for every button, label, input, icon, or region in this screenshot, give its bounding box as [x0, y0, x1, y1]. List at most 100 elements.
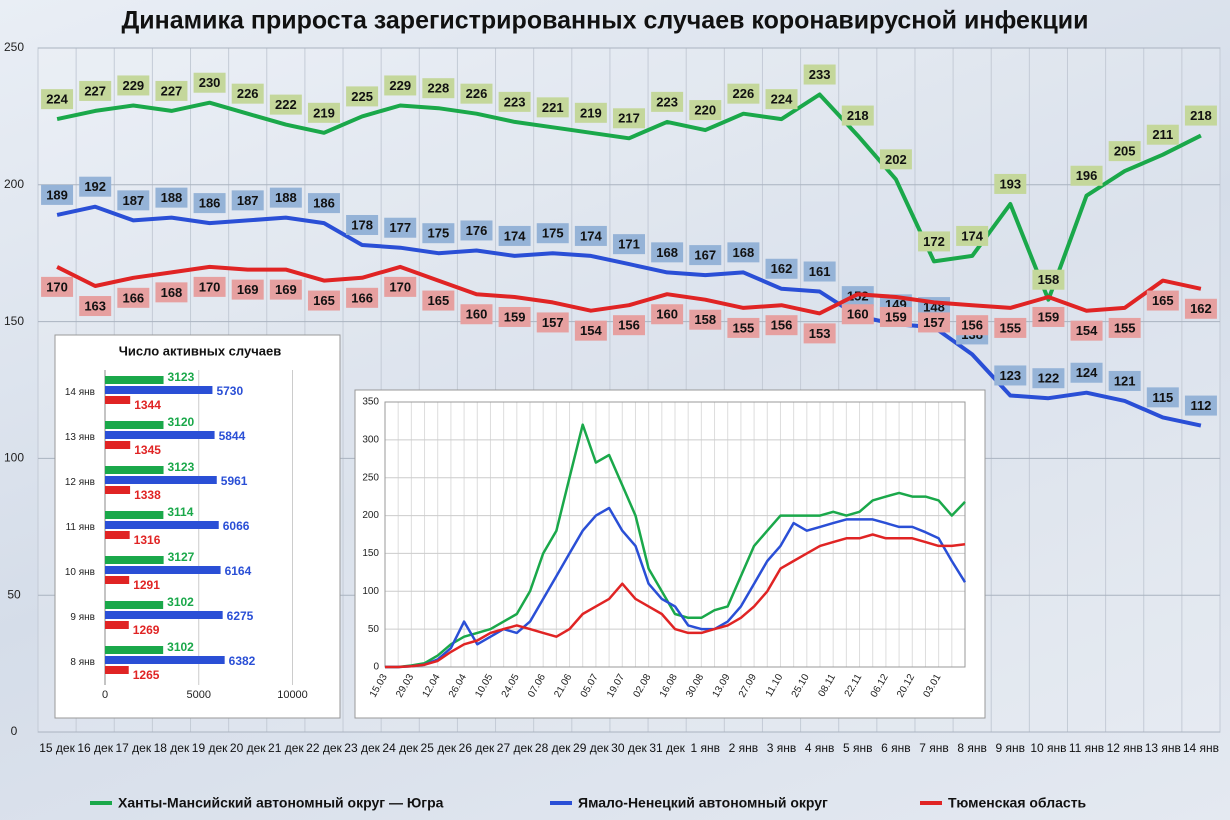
x-tick-label: 8 янв	[957, 741, 987, 755]
data-label: 112	[1190, 398, 1211, 413]
bar-label: 1265	[133, 668, 160, 682]
y-tick-label: 150	[362, 548, 379, 559]
data-label-box	[1146, 290, 1179, 311]
bar	[105, 566, 221, 574]
data-label: 122	[1038, 371, 1060, 386]
data-label: 202	[885, 152, 907, 167]
y-tick-label: 50	[7, 587, 21, 601]
data-label: 169	[275, 282, 297, 297]
data-label: 168	[656, 245, 678, 260]
x-tick-label: 21 дек	[268, 741, 304, 755]
data-label: 153	[809, 326, 831, 341]
data-label-box	[384, 276, 417, 297]
data-label-box	[803, 323, 836, 344]
data-label: 155	[999, 320, 1021, 335]
y-tick-label: 350	[362, 397, 379, 408]
data-label-box	[117, 75, 150, 96]
data-label: 187	[237, 193, 259, 208]
data-label-box	[155, 282, 188, 303]
data-label: 230	[199, 75, 221, 90]
y-tick-label: 250	[362, 472, 379, 483]
data-label-box	[307, 102, 340, 123]
x-tick-label: 17 дек	[115, 741, 152, 755]
x-tick-label: 10000	[277, 689, 308, 701]
data-label: 156	[771, 318, 793, 333]
data-label-box	[1108, 317, 1141, 338]
bar-label: 3114	[167, 505, 193, 519]
data-label-box	[41, 89, 74, 110]
data-label-box	[956, 225, 989, 246]
data-label: 229	[122, 78, 144, 93]
data-label: 186	[199, 196, 221, 211]
data-label-box	[727, 317, 760, 338]
y-tick-label: 200	[362, 510, 379, 521]
series-line	[56, 92, 1202, 302]
data-label-box	[269, 94, 302, 115]
data-label-box	[727, 83, 760, 104]
data-label: 155	[1114, 320, 1136, 335]
bar-label: 3102	[167, 595, 194, 609]
bar	[105, 396, 131, 404]
data-label-box	[689, 245, 722, 266]
data-label: 157	[923, 315, 945, 330]
data-label: 123	[999, 368, 1021, 383]
data-label-box	[1108, 141, 1141, 162]
x-tick-label: 22 дек	[306, 741, 342, 755]
data-label-box	[498, 91, 531, 112]
data-label-box	[460, 304, 493, 325]
bar	[105, 576, 130, 584]
data-label-box	[41, 276, 74, 297]
bar	[105, 556, 164, 564]
bar-label: 6382	[229, 654, 256, 668]
data-label-box	[1032, 368, 1065, 389]
data-label-box	[1032, 306, 1065, 327]
data-label: 166	[122, 290, 144, 305]
data-label: 175	[542, 226, 564, 241]
x-tick-label: 28 дек	[534, 741, 571, 755]
data-label-box	[346, 214, 379, 235]
x-tick-label: 12 янв	[1106, 741, 1143, 755]
x-tick-label: 4 янв	[804, 741, 835, 755]
data-label: 170	[199, 279, 221, 294]
legend-label: Ханты-Мансийский автономный округ — Югра	[118, 795, 444, 811]
data-label: 192	[84, 179, 106, 194]
data-label: 221	[542, 100, 564, 115]
x-tick-label: 30 дек	[611, 741, 647, 755]
bar-label: 1345	[134, 443, 161, 457]
data-label: 159	[1038, 309, 1060, 324]
data-label: 174	[580, 228, 602, 243]
data-label: 193	[999, 176, 1021, 191]
data-label: 188	[161, 190, 183, 205]
data-label: 225	[351, 89, 373, 104]
x-tick-label: 9 янв	[995, 741, 1026, 755]
data-label-box	[689, 100, 722, 121]
bar-label: 3127	[168, 550, 195, 564]
data-label: 172	[923, 234, 945, 249]
bar-label: 6066	[223, 519, 250, 533]
data-label-box	[1070, 320, 1103, 341]
data-label-box	[269, 279, 302, 300]
inset-panel	[354, 389, 986, 719]
data-label-box	[574, 102, 607, 123]
data-label-box	[956, 315, 989, 336]
data-label-box	[307, 193, 340, 214]
y-tick-label: 13 янв	[65, 432, 95, 443]
data-label-box	[155, 80, 188, 101]
data-label: 165	[1152, 293, 1174, 308]
data-label: 154	[1076, 323, 1098, 338]
data-label: 219	[313, 105, 335, 120]
data-label-box	[918, 312, 951, 333]
series-line	[385, 506, 967, 669]
y-tick-label: 8 янв	[70, 657, 95, 668]
bar-label: 3123	[168, 370, 195, 384]
bar-label: 1344	[134, 398, 161, 412]
data-label: 222	[275, 97, 297, 112]
data-label-box	[422, 290, 455, 311]
data-label-box	[307, 290, 340, 311]
data-label-box	[269, 187, 302, 208]
data-label: 162	[1190, 301, 1212, 316]
data-label-box	[384, 217, 417, 238]
y-tick-label: 9 янв	[70, 612, 95, 623]
data-label-box	[460, 220, 493, 241]
